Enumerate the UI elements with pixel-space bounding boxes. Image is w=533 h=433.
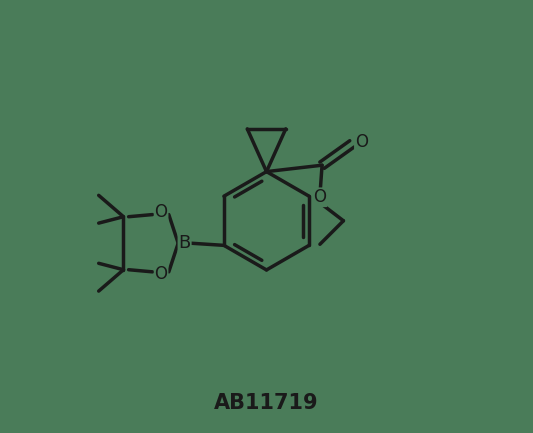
Text: O: O xyxy=(313,188,326,206)
Text: AB11719: AB11719 xyxy=(214,393,319,413)
Text: O: O xyxy=(155,265,167,283)
Text: O: O xyxy=(355,132,368,151)
Text: B: B xyxy=(179,234,191,252)
Text: O: O xyxy=(155,204,167,221)
